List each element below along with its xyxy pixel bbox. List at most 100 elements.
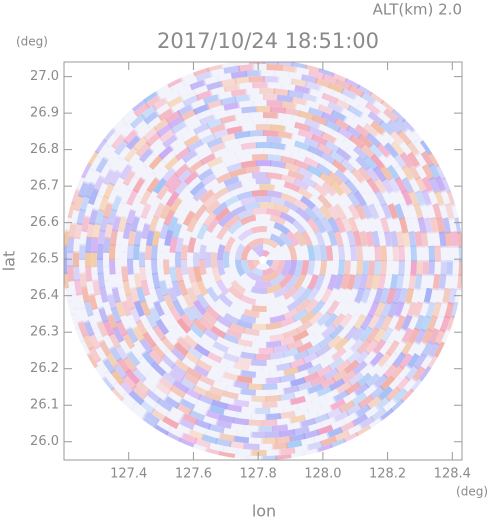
radar-cell bbox=[193, 142, 211, 155]
radar-cell bbox=[320, 151, 337, 165]
radar-cell bbox=[302, 391, 320, 402]
radar-cell bbox=[170, 363, 188, 378]
radar-cell bbox=[206, 351, 223, 364]
radar-cell bbox=[337, 324, 352, 340]
radar-cell bbox=[347, 371, 364, 387]
radar-cell bbox=[352, 179, 367, 196]
radar-cell bbox=[214, 298, 231, 313]
radar-cell bbox=[150, 343, 166, 360]
radar-cell bbox=[237, 278, 254, 292]
radar-cell bbox=[255, 262, 263, 270]
radar-cell bbox=[356, 245, 364, 261]
radar-cell bbox=[109, 368, 125, 386]
radar-cell bbox=[167, 115, 185, 129]
radar-cell bbox=[133, 244, 140, 260]
radar-cell bbox=[279, 316, 296, 328]
radar-cell bbox=[280, 192, 297, 204]
radar-cell bbox=[285, 421, 303, 431]
radar-cell bbox=[321, 92, 339, 105]
radar-cell bbox=[435, 287, 445, 305]
radar-cell bbox=[108, 258, 116, 275]
radar-cell bbox=[246, 419, 263, 426]
radar-cell bbox=[269, 214, 287, 226]
radar-cell bbox=[207, 156, 224, 169]
radar-cell bbox=[407, 163, 421, 181]
radar-cell bbox=[297, 110, 315, 121]
radar-cell bbox=[179, 312, 195, 328]
radar-cell bbox=[96, 181, 109, 199]
radar-cell bbox=[107, 188, 119, 206]
radar-cell bbox=[420, 340, 434, 358]
radar-cell bbox=[230, 237, 243, 254]
radar-cell bbox=[265, 394, 282, 402]
radar-cell bbox=[101, 375, 115, 391]
radar-cell bbox=[296, 361, 314, 373]
radar-cell bbox=[176, 335, 192, 351]
radar-cell bbox=[195, 379, 212, 392]
radar-cell bbox=[183, 197, 198, 213]
radar-cell bbox=[426, 353, 439, 370]
radar-cell bbox=[263, 147, 279, 156]
radar-cell bbox=[278, 273, 294, 289]
radar-cell bbox=[450, 231, 459, 248]
radar-cell bbox=[224, 214, 241, 229]
radar-cell bbox=[338, 180, 353, 197]
radar-cell bbox=[95, 358, 110, 376]
radar-cell bbox=[209, 142, 227, 154]
radar-cell bbox=[284, 144, 301, 154]
radar-cell bbox=[102, 299, 113, 317]
radar-cell bbox=[232, 417, 250, 426]
radar-cell bbox=[159, 279, 169, 297]
radar-cell bbox=[264, 449, 282, 456]
radar-cell bbox=[164, 172, 180, 189]
radar-cell bbox=[226, 107, 244, 117]
radar-cell bbox=[157, 266, 166, 282]
radar-cell bbox=[275, 454, 292, 460]
radar-cell bbox=[103, 182, 116, 199]
radar-cell bbox=[151, 142, 168, 158]
radar-cell bbox=[373, 314, 387, 332]
x-tick-label: 127.8 bbox=[240, 467, 277, 482]
radar-cell bbox=[317, 104, 335, 116]
radar-cell bbox=[159, 128, 176, 143]
radar-cell bbox=[244, 184, 261, 193]
radar-cell bbox=[428, 176, 441, 194]
radar-cell bbox=[73, 236, 81, 253]
radar-cell bbox=[139, 299, 152, 317]
radar-cell bbox=[83, 167, 96, 185]
radar-cell bbox=[132, 98, 148, 112]
radar-cell bbox=[263, 62, 280, 65]
radar-cell bbox=[128, 390, 145, 406]
radar-cell bbox=[192, 251, 200, 268]
radar-cell bbox=[186, 175, 203, 191]
radar-cell bbox=[186, 328, 202, 344]
radar-cell bbox=[232, 435, 249, 444]
radar-cell bbox=[98, 195, 110, 212]
radar-cell bbox=[173, 358, 190, 373]
radar-cell bbox=[182, 273, 193, 290]
radar-cell bbox=[400, 202, 412, 220]
radar-cell bbox=[126, 175, 140, 193]
radar-cell bbox=[176, 293, 189, 311]
radar-cell bbox=[110, 386, 125, 402]
radar-cell bbox=[413, 353, 427, 370]
radar-cell bbox=[278, 232, 294, 248]
radar-cell bbox=[159, 203, 172, 220]
radar-cell bbox=[163, 330, 179, 347]
radar-cell bbox=[305, 342, 323, 356]
radar-cell bbox=[115, 344, 129, 362]
radar-cell bbox=[88, 208, 99, 226]
radar-cell bbox=[387, 314, 400, 332]
radar-cell bbox=[145, 388, 162, 404]
radar-cell bbox=[138, 251, 146, 268]
radar-cell bbox=[221, 427, 239, 437]
radar-cell bbox=[334, 78, 353, 91]
radar-cell bbox=[243, 202, 260, 211]
radar-cell bbox=[109, 156, 124, 173]
radar-cell bbox=[163, 348, 179, 364]
radar-cell bbox=[156, 183, 170, 200]
radar-cell bbox=[165, 431, 182, 442]
radar-cell bbox=[419, 301, 430, 319]
radar-cell bbox=[365, 273, 374, 291]
radar-cell bbox=[454, 217, 462, 234]
